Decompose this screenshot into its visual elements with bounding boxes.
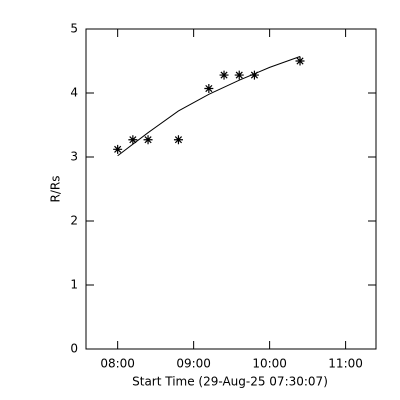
- plot-frame: [85, 28, 377, 350]
- y-tick-label: 5: [70, 22, 78, 36]
- data-point: [128, 135, 138, 145]
- data-point: [143, 135, 153, 145]
- x-axis-label: Start Time (29-Aug-25 07:30:07): [132, 375, 328, 389]
- fit-line: [117, 56, 301, 157]
- x-tick-label: 11:00: [328, 357, 363, 371]
- data-point: [249, 70, 259, 80]
- x-tick-label: 08:00: [100, 357, 135, 371]
- data-point: [173, 135, 183, 145]
- x-tick-label: 10:00: [252, 357, 287, 371]
- data-point: [234, 70, 244, 80]
- y-tick-label: 4: [70, 86, 78, 100]
- data-point: [295, 56, 305, 66]
- data-point: [113, 144, 123, 154]
- y-tick-label: 2: [70, 214, 78, 228]
- y-tick-label: 0: [70, 342, 78, 356]
- data-point: [219, 70, 229, 80]
- y-axis-label: R/Rs: [49, 176, 63, 203]
- y-tick-label: 3: [70, 150, 78, 164]
- data-point: [204, 84, 214, 94]
- y-tick-label: 1: [70, 278, 78, 292]
- x-tick-label: 09:00: [176, 357, 211, 371]
